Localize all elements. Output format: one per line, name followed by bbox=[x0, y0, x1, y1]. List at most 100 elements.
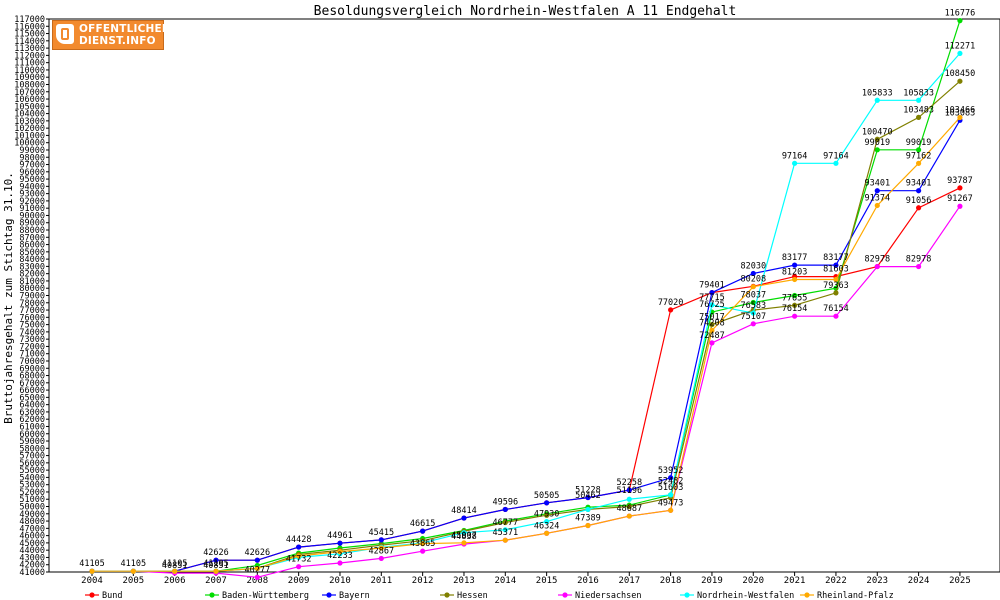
y-tick-label: 107000 bbox=[14, 88, 45, 98]
y-tick-label: 58000 bbox=[19, 444, 45, 454]
x-tick-label: 2016 bbox=[577, 576, 599, 586]
data-label: 103466 bbox=[945, 105, 976, 115]
y-tick-label: 102000 bbox=[14, 124, 45, 134]
data-point-rheinland-pfalz bbox=[792, 276, 798, 283]
logo-mark-icon bbox=[56, 24, 74, 44]
data-label: 77715 bbox=[699, 293, 725, 303]
data-label: 76154 bbox=[782, 304, 808, 314]
data-point-niedersachsen bbox=[916, 263, 922, 270]
data-point-baden-w-rttemberg bbox=[792, 292, 798, 299]
y-tick-label: 74000 bbox=[19, 328, 45, 338]
data-point-rheinland-pfalz bbox=[957, 114, 963, 121]
data-label: 40851 bbox=[162, 561, 188, 571]
data-point-rheinland-pfalz bbox=[172, 568, 178, 574]
data-point-hessen bbox=[833, 290, 839, 296]
data-point-rheinland-pfalz bbox=[916, 160, 922, 166]
y-tick-label: 106000 bbox=[14, 95, 45, 105]
data-point-rheinland-pfalz bbox=[89, 568, 95, 574]
data-label: 43865 bbox=[410, 539, 436, 549]
y-tick-label: 78000 bbox=[19, 299, 45, 309]
data-point-rheinland-pfalz bbox=[296, 553, 302, 559]
y-tick-label: 96000 bbox=[19, 168, 45, 178]
data-point-bayern bbox=[544, 500, 550, 506]
data-label: 47930 bbox=[534, 510, 560, 520]
y-tick-label: 62000 bbox=[19, 415, 45, 425]
y-tick-label: 64000 bbox=[19, 401, 45, 411]
y-tick-label: 49000 bbox=[19, 510, 45, 520]
logo-line-2: DIENST.INFO bbox=[79, 35, 156, 47]
x-tick-label: 2023 bbox=[866, 576, 888, 586]
y-tick-label: 65000 bbox=[19, 393, 45, 403]
data-label: 103083 bbox=[945, 108, 976, 118]
legend-marker-hessen bbox=[444, 592, 450, 598]
data-point-hessen bbox=[916, 114, 922, 120]
data-label: 46777 bbox=[493, 518, 519, 528]
data-label: 45007 bbox=[451, 531, 477, 541]
y-tick-label: 68000 bbox=[19, 372, 45, 382]
data-point-nordrhein-westfalen bbox=[833, 160, 839, 166]
data-label: 105833 bbox=[903, 88, 934, 98]
data-label: 93401 bbox=[906, 179, 932, 189]
x-tick-label: 2009 bbox=[288, 576, 310, 586]
y-tick-label: 48000 bbox=[19, 517, 45, 527]
data-point-rheinland-pfalz bbox=[502, 537, 508, 543]
data-point-niedersachsen bbox=[296, 564, 302, 570]
data-label: 50462 bbox=[575, 491, 601, 501]
data-label: 108450 bbox=[945, 69, 976, 79]
data-label: 72487 bbox=[699, 331, 725, 341]
data-label: 81203 bbox=[782, 267, 808, 277]
data-point-nordrhein-westfalen bbox=[874, 97, 880, 103]
x-tick-label: 2007 bbox=[205, 576, 227, 586]
data-label: 44428 bbox=[286, 535, 312, 545]
site-logo: OFFENTLICHER DIENST.INFO bbox=[52, 20, 170, 50]
y-tick-label: 117000 bbox=[14, 15, 45, 25]
data-point-bayern bbox=[213, 557, 219, 563]
y-tick-label: 72000 bbox=[19, 342, 45, 352]
data-label: 82978 bbox=[864, 255, 890, 265]
x-tick-label: 2018 bbox=[660, 576, 682, 586]
y-tick-label: 50000 bbox=[19, 503, 45, 513]
y-tick-label: 81000 bbox=[19, 277, 45, 287]
y-tick-label: 83000 bbox=[19, 262, 45, 272]
y-tick-label: 108000 bbox=[14, 80, 45, 90]
legend-label-rheinland-pfalz: Rheinland-Pfalz bbox=[817, 591, 894, 600]
x-tick-label: 2012 bbox=[412, 576, 434, 586]
y-tick-label: 94000 bbox=[19, 182, 45, 192]
data-label: 51228 bbox=[575, 486, 601, 496]
data-point-hessen bbox=[957, 78, 963, 84]
data-label: 41732 bbox=[286, 555, 312, 565]
y-tick-label: 86000 bbox=[19, 241, 45, 251]
y-tick-label: 82000 bbox=[19, 270, 45, 280]
x-tick-label: 2025 bbox=[949, 576, 971, 586]
series-line-bayern bbox=[92, 119, 961, 572]
y-tick-label: 55000 bbox=[19, 466, 45, 476]
data-label: 51196 bbox=[616, 486, 642, 496]
y-tick-label: 45000 bbox=[19, 539, 45, 549]
data-point-rheinland-pfalz bbox=[461, 540, 467, 546]
data-label: 112271 bbox=[945, 41, 976, 51]
data-point-rheinland-pfalz bbox=[254, 565, 260, 571]
data-point-rheinland-pfalz bbox=[544, 530, 550, 536]
logo-line-1: OFFENTLICHER bbox=[79, 23, 171, 35]
data-label: 46615 bbox=[410, 519, 436, 529]
data-label: 42626 bbox=[245, 548, 271, 558]
y-tick-label: 109000 bbox=[14, 73, 45, 83]
data-point-bund bbox=[668, 307, 674, 313]
data-labels: 41105 41105 411054085142626411054085142626… bbox=[79, 9, 975, 576]
y-tick-label: 104000 bbox=[14, 110, 45, 120]
data-label: 82030 bbox=[740, 261, 766, 271]
data-point-nordrhein-westfalen bbox=[668, 492, 674, 498]
y-tick-label: 116000 bbox=[14, 22, 45, 32]
legend-marker-rheinland-pfalz bbox=[804, 592, 810, 598]
y-tick-label: 98000 bbox=[19, 153, 45, 163]
y-tick-label: 44000 bbox=[19, 546, 45, 556]
data-point-rheinland-pfalz bbox=[750, 284, 756, 290]
data-label: 49596 bbox=[493, 497, 519, 507]
y-tick-label: 57000 bbox=[19, 452, 45, 462]
y-tick-label: 61000 bbox=[19, 422, 45, 432]
data-label: 44961 bbox=[327, 531, 353, 541]
data-point-nordrhein-westfalen bbox=[626, 496, 632, 502]
y-tick-label: 80000 bbox=[19, 284, 45, 294]
data-point-baden-w-rttemberg bbox=[750, 299, 756, 306]
